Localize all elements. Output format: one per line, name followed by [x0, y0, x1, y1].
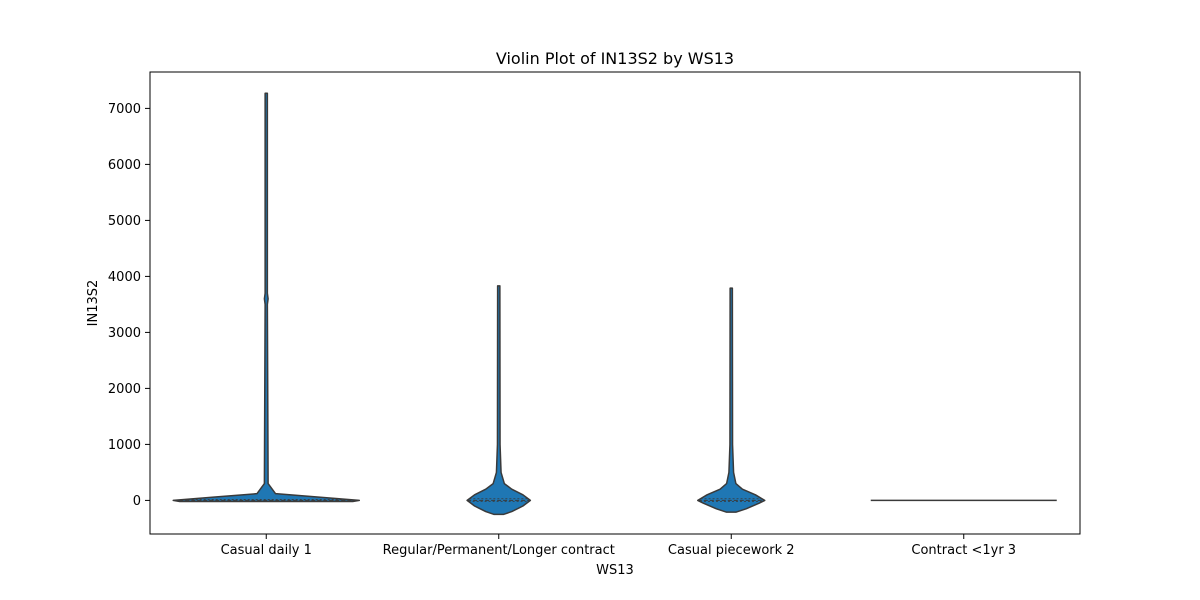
violin-2: [466, 285, 532, 516]
y-tick-label: 3000: [108, 326, 141, 341]
y-tick-label: 2000: [108, 382, 141, 397]
x-tick-label: Contract <1yr 3: [911, 543, 1016, 558]
y-tick-label: 5000: [108, 214, 141, 229]
y-axis-ticks: 0 1000 2000 3000 4000 5000 6000 7000: [108, 102, 150, 509]
x-tick-label: Casual daily 1: [221, 543, 312, 558]
y-tick-label: 0: [133, 494, 141, 509]
violin-body: [466, 285, 532, 516]
y-tick-label: 6000: [108, 158, 141, 173]
x-axis-ticks: Casual daily 1 Regular/Permanent/Longer c…: [221, 534, 1016, 558]
y-tick-label: 1000: [108, 438, 141, 453]
violin-body: [172, 92, 360, 503]
y-axis-label: IN13S2: [86, 280, 101, 327]
violin-3: [697, 287, 766, 513]
y-tick-label: 7000: [108, 102, 141, 117]
plot-area-frame: [149, 71, 1081, 535]
y-tick-label: 4000: [108, 270, 141, 285]
x-tick-label: Regular/Permanent/Longer contract: [383, 543, 615, 558]
chart-title: Violin Plot of IN13S2 by WS13: [496, 49, 734, 68]
x-tick-label: Casual piecework 2: [668, 543, 795, 558]
violin-body: [697, 287, 766, 513]
violins-layer: [172, 92, 1057, 516]
violin-1: [172, 92, 360, 503]
x-axis-label: WS13: [596, 563, 634, 578]
